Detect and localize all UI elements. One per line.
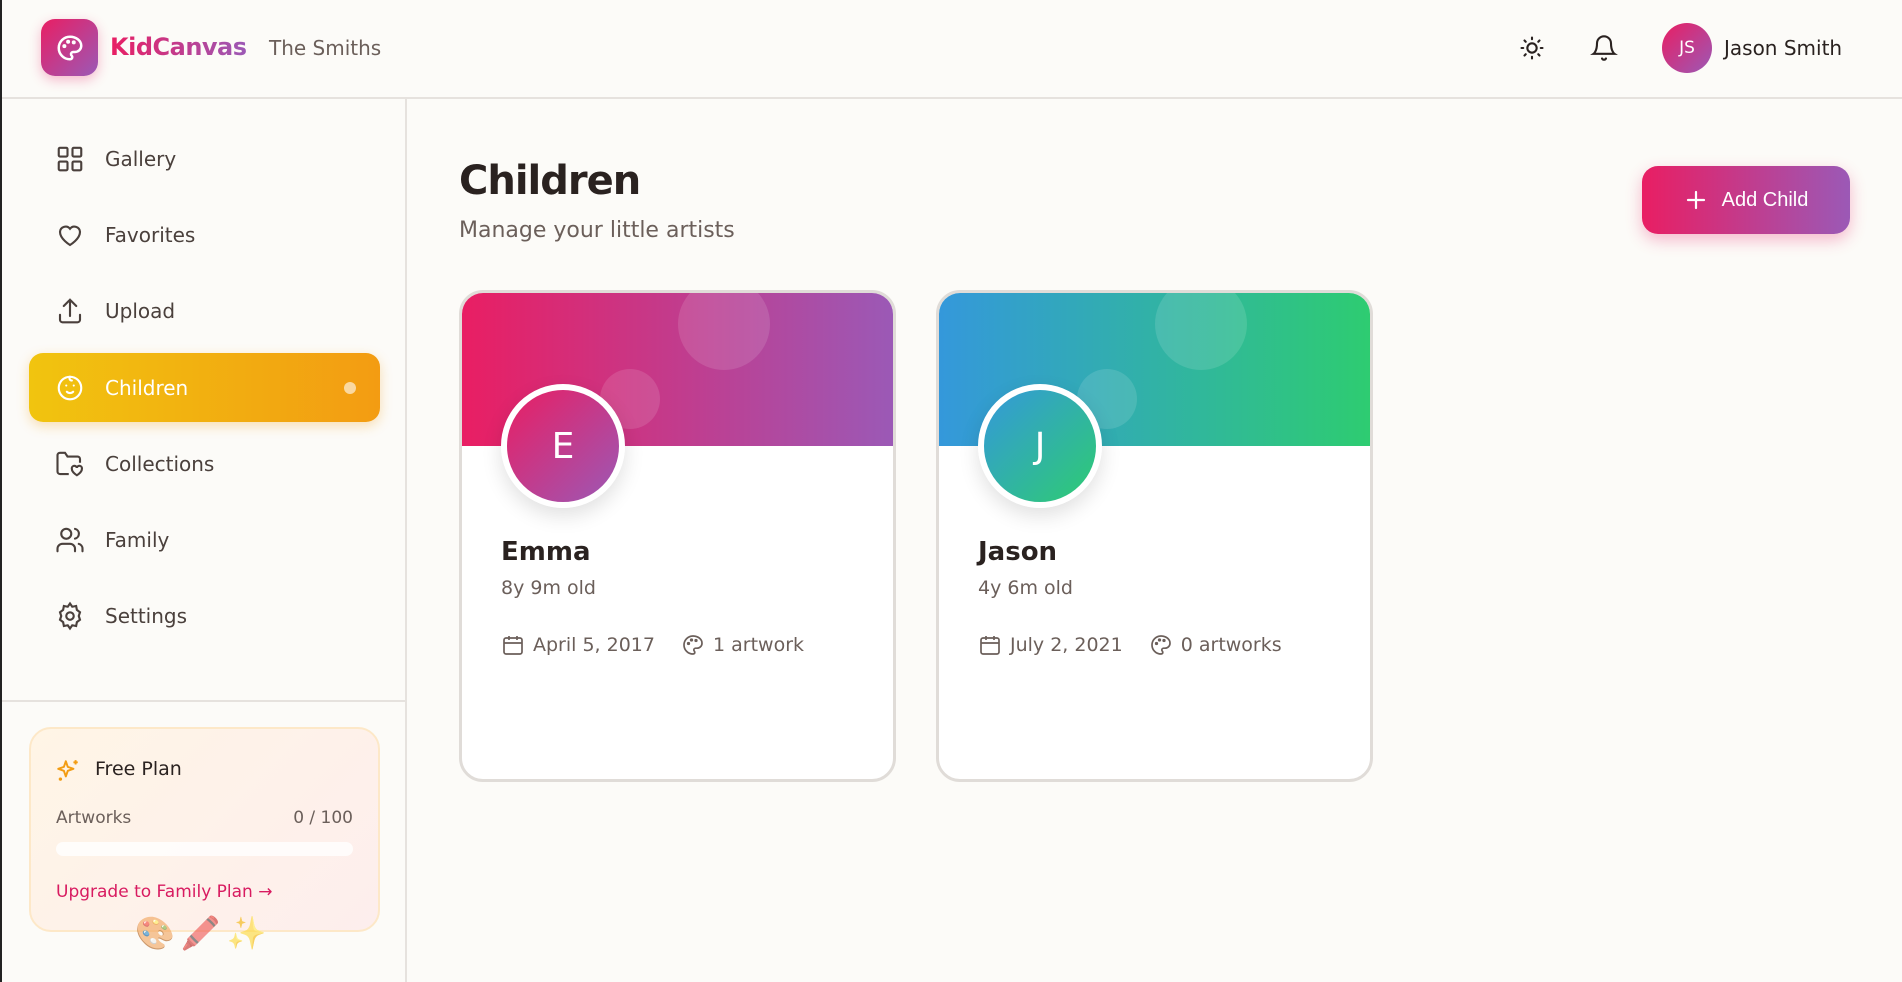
artworks-count: 0 / 100 [293, 808, 353, 828]
sidebar-item-collections[interactable]: Collections [29, 429, 380, 498]
decorative-emojis: 🎨🖍️✨ [135, 914, 273, 952]
calendar-icon [980, 636, 1000, 655]
sidebar-item-label: Children [105, 375, 189, 400]
calendar-icon [503, 636, 523, 655]
plus-icon [1686, 190, 1705, 210]
gear-icon [58, 601, 82, 630]
heart-icon [58, 225, 82, 246]
grid-icon [57, 146, 83, 171]
add-child-label: Add Child [1721, 188, 1809, 211]
child-age: 4y 6m old [978, 577, 1073, 599]
logo[interactable] [41, 19, 98, 76]
folder-heart-icon [56, 451, 83, 476]
brand-name[interactable]: KidCanvas [110, 33, 247, 61]
add-child-button[interactable]: Add Child [1642, 166, 1850, 234]
sidebar-item-label: Settings [105, 603, 188, 628]
sidebar-item-label: Family [105, 527, 170, 552]
user-avatar[interactable]: JS [1662, 23, 1712, 73]
sidebar: Gallery Favorites Upload Children Collec… [2, 99, 407, 982]
palette-icon [57, 34, 83, 61]
sidebar-item-label: Upload [105, 298, 176, 323]
child-birthday: April 5, 2017 [533, 634, 655, 656]
sidebar-item-gallery[interactable]: Gallery [29, 124, 380, 193]
sun-icon[interactable] [1518, 34, 1546, 62]
sparkles-icon [57, 760, 78, 781]
artworks-label: Artworks [56, 808, 132, 828]
artworks-progress-bar [56, 842, 353, 856]
child-name: Emma [501, 537, 591, 567]
plan-card: Free Plan Artworks 0 / 100 Upgrade to Fa… [29, 727, 380, 932]
child-card[interactable]: E Emma 8y 9m old April 5, 2017 1 artwork [459, 290, 896, 782]
child-artworks: 0 artworks [1180, 634, 1282, 656]
child-avatar: E [501, 384, 625, 508]
palette-icon [683, 635, 703, 655]
upgrade-link[interactable]: Upgrade to Family Plan → [56, 882, 273, 902]
child-age: 8y 9m old [501, 577, 596, 599]
child-card[interactable]: J Jason 4y 6m old July 2, 2021 0 artwork… [936, 290, 1373, 782]
sidebar-item-label: Favorites [105, 222, 196, 247]
child-meta: April 5, 2017 1 artwork [501, 633, 804, 657]
sidebar-item-favorites[interactable]: Favorites [29, 200, 380, 269]
sidebar-item-label: Gallery [105, 146, 177, 171]
child-artworks: 1 artwork [713, 634, 805, 656]
users-icon [56, 527, 84, 552]
upload-icon [58, 297, 82, 323]
plan-title: Free Plan [95, 758, 182, 780]
user-name[interactable]: Jason Smith [1724, 36, 1843, 60]
sidebar-item-upload[interactable]: Upload [29, 276, 380, 345]
sidebar-divider [2, 700, 405, 702]
sidebar-item-children[interactable]: Children [29, 353, 380, 422]
child-name: Jason [978, 537, 1058, 567]
page-title: Children [459, 158, 641, 204]
sidebar-item-settings[interactable]: Settings [29, 581, 380, 650]
bell-icon[interactable] [1590, 34, 1618, 62]
child-meta: July 2, 2021 0 artworks [978, 633, 1282, 657]
palette-icon [1150, 635, 1171, 655]
family-name: The Smiths [269, 36, 382, 60]
sidebar-item-label: Collections [105, 451, 215, 476]
active-indicator [344, 382, 356, 394]
top-bar: KidCanvas The Smiths JS Jason Smith [2, 0, 1902, 99]
baby-icon [57, 375, 83, 400]
child-avatar: J [978, 384, 1102, 508]
child-birthday: July 2, 2021 [1010, 634, 1123, 656]
sidebar-item-family[interactable]: Family [29, 505, 380, 574]
page-subtitle: Manage your little artists [459, 218, 735, 243]
